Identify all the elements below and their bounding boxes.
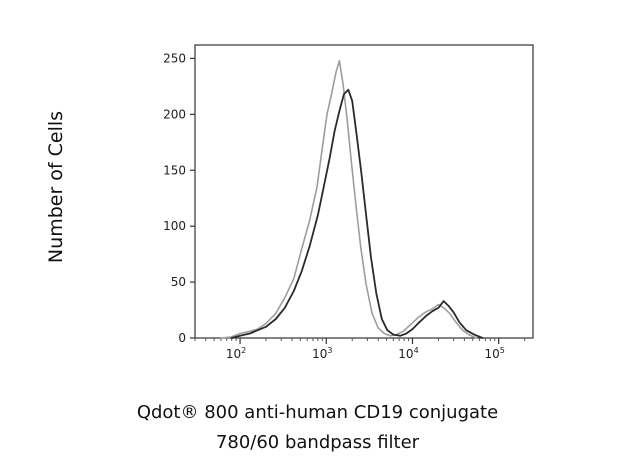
y-axis-ticks: 0 50 100 150 200 250 [163,51,195,345]
x-tick-label: 105 [485,346,505,361]
x-tick-label: 103 [312,346,332,361]
y-tick-label: 250 [163,51,186,65]
series-line-2 [230,88,484,339]
series-line-1 [220,59,478,339]
y-tick-label: 100 [163,219,186,233]
x-axis-label-line-2: 780/60 bandpass filter [215,432,420,453]
x-axis-label-line-1: Qdot® 800 anti-human CD19 conjugate [136,402,499,423]
y-tick-label: 50 [171,275,186,289]
y-tick-label: 200 [163,107,186,121]
plot-frame [194,44,534,339]
x-tick-label: 104 [398,346,418,361]
y-tick-label: 150 [163,163,186,177]
x-axis-ticks: 102 103 104 105 [194,338,526,361]
series-layer [220,59,484,339]
y-axis-label: Number of Cells [45,111,67,263]
x-tick-label: 102 [226,346,246,361]
y-tick-label: 0 [178,331,186,345]
